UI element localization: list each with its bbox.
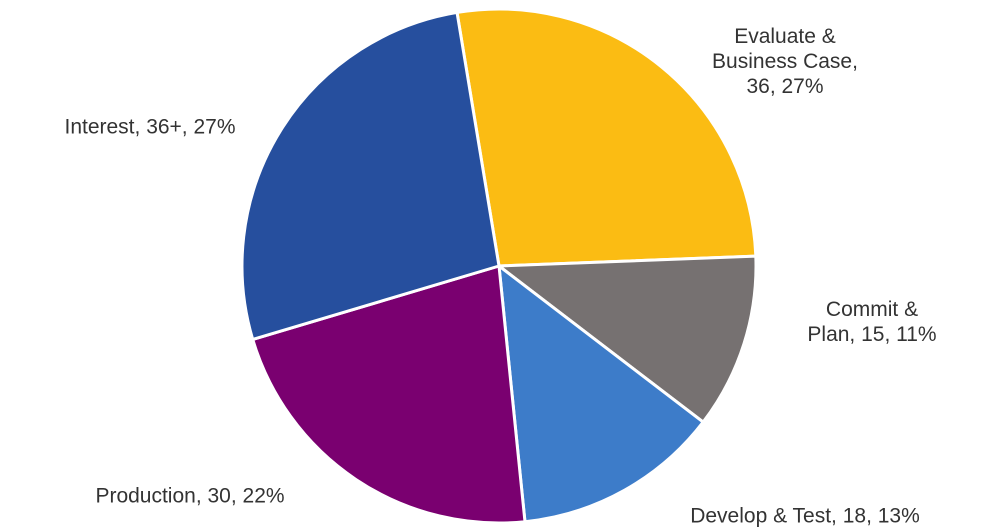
slice-label: Production, 30, 22%: [95, 484, 285, 508]
slice-label: Evaluate & Business Case, 36, 27%: [712, 25, 858, 99]
pie-slice: [497, 264, 705, 524]
slice-label: Commit & Plan, 15, 11%: [807, 297, 937, 346]
slice-label: Interest, 36+, 27%: [64, 115, 236, 139]
pie-slice: [455, 7, 758, 268]
pie-slice: [240, 10, 501, 341]
slice-label: Develop & Test, 18, 13%: [690, 504, 920, 528]
pie-slice: [497, 254, 758, 424]
pie-slice: [251, 264, 527, 525]
